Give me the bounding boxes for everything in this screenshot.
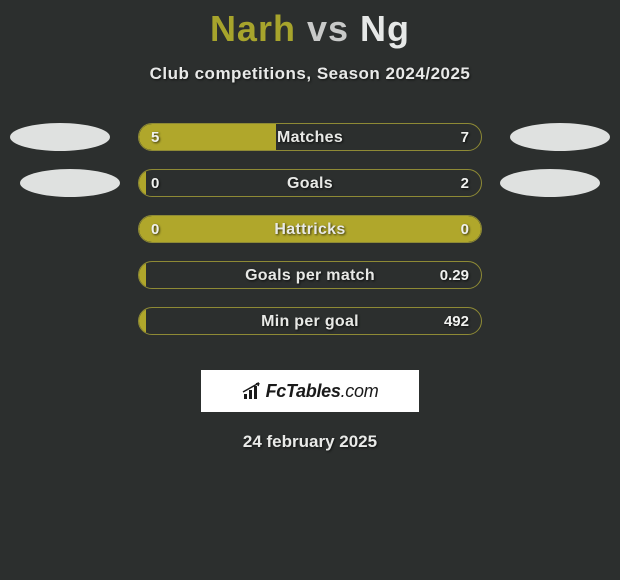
stat-row: 0Goals2 xyxy=(0,168,620,214)
stat-label: Matches xyxy=(139,124,481,151)
comparison-title: Narh vs Ng xyxy=(0,0,620,50)
stat-bar-track: 0Goals2 xyxy=(138,169,482,197)
stat-bar-track: 5Matches7 xyxy=(138,123,482,151)
stat-rows: 5Matches70Goals20Hattricks0Goals per mat… xyxy=(0,122,620,352)
stat-row: 5Matches7 xyxy=(0,122,620,168)
stat-label: Hattricks xyxy=(139,216,481,243)
stat-label: Goals xyxy=(139,170,481,197)
stat-bar-track: Goals per match0.29 xyxy=(138,261,482,289)
stat-value-right: 0.29 xyxy=(440,262,469,289)
bar-chart-icon xyxy=(242,382,262,400)
stat-bar-track: 0Hattricks0 xyxy=(138,215,482,243)
player-right-name: Ng xyxy=(360,8,410,49)
subtitle: Club competitions, Season 2024/2025 xyxy=(0,64,620,84)
left-ellipse xyxy=(10,123,110,151)
stat-row: 0Hattricks0 xyxy=(0,214,620,260)
right-ellipse xyxy=(510,123,610,151)
stat-row: Min per goal492 xyxy=(0,306,620,352)
logo-text-bold: FcTables xyxy=(266,381,341,401)
stat-label: Goals per match xyxy=(139,262,481,289)
left-ellipse xyxy=(20,169,120,197)
stat-value-right: 7 xyxy=(461,124,469,151)
stat-bar-track: Min per goal492 xyxy=(138,307,482,335)
stat-label: Min per goal xyxy=(139,308,481,335)
stat-value-right: 492 xyxy=(444,308,469,335)
fctables-logo: FcTables.com xyxy=(201,370,419,412)
stat-row: Goals per match0.29 xyxy=(0,260,620,306)
date-label: 24 february 2025 xyxy=(0,432,620,452)
stat-value-right: 0 xyxy=(461,216,469,243)
right-ellipse xyxy=(500,169,600,197)
player-left-name: Narh xyxy=(210,8,296,49)
stat-value-right: 2 xyxy=(461,170,469,197)
logo-text: FcTables.com xyxy=(266,381,379,402)
vs-separator: vs xyxy=(307,8,349,49)
logo-text-light: .com xyxy=(341,381,379,401)
